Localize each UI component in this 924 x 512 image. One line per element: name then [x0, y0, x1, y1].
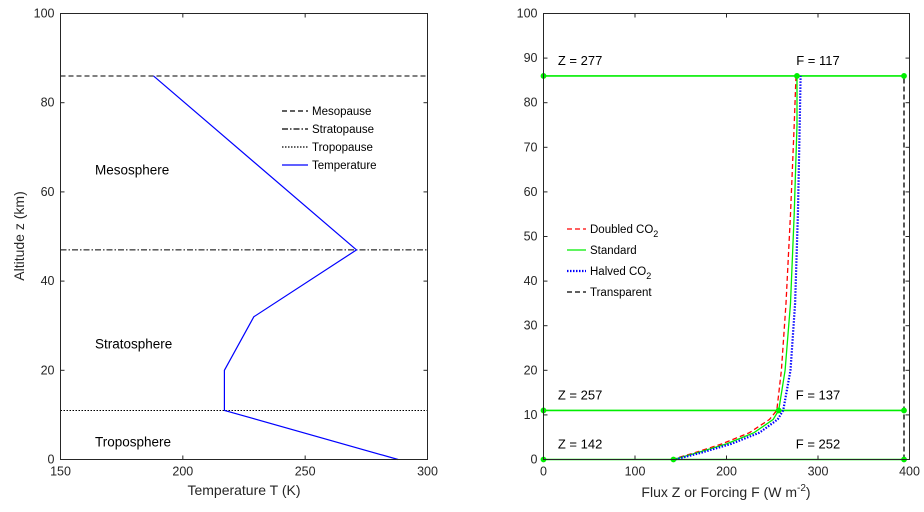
left-x-axis-label: Temperature T (K) — [187, 482, 300, 498]
right-y-tick-label: 50 — [524, 230, 538, 244]
left-y-tick-label: 0 — [48, 453, 55, 467]
region-label-mesosphere: Mesosphere — [95, 163, 169, 178]
right-annotation-label: Z = 277 — [558, 53, 602, 68]
right-annotation-label: F = 252 — [796, 437, 840, 452]
right-marker-point — [901, 73, 907, 79]
right-x-tick-label: 100 — [625, 465, 646, 479]
right-y-tick-label: 20 — [524, 363, 538, 377]
right-x-tick-label: 300 — [808, 465, 829, 479]
right-x-axis-label: Flux Z or Forcing F (W m-2) — [641, 483, 810, 500]
right-annotation-label: Z = 257 — [558, 388, 602, 403]
left-y-axis-label: Altitude z (km) — [11, 191, 27, 280]
right-annotation-label: F = 137 — [796, 388, 840, 403]
region-label-stratosphere: Stratosphere — [95, 337, 172, 352]
right-x-axis-label-exponent: -2 — [797, 483, 806, 494]
left-x-tick-label: 250 — [295, 465, 316, 479]
right-y-tick-label: 70 — [524, 140, 538, 154]
left-legend-label: Temperature — [312, 160, 377, 172]
left-legend: Mesopause Stratopause Tropopause Temperatur… — [282, 106, 377, 172]
right-marker-point — [794, 73, 800, 79]
right-legend-label-main: Standard — [590, 245, 637, 257]
right-legend-label: Halved CO2 — [590, 266, 651, 281]
right-legend-label-subscript: 2 — [653, 229, 658, 239]
right-y-tick-label: 80 — [524, 96, 538, 110]
right-x-axis-label-end: ) — [806, 484, 811, 500]
right-annotation-label: Z = 142 — [558, 437, 602, 452]
right-y-tick-label: 90 — [524, 51, 538, 65]
right-y-tick-label: 40 — [524, 274, 538, 288]
left-legend-label: Tropopause — [312, 142, 373, 154]
right-legend-label-main: Doubled CO — [590, 224, 653, 236]
left-x-tick-label: 200 — [172, 465, 193, 479]
right-y-tick-label: 60 — [524, 185, 538, 199]
right-legend-label-main: Transparent — [590, 287, 652, 299]
left-legend-label: Mesopause — [312, 106, 371, 118]
right-x-tick-label: 200 — [716, 465, 737, 479]
left-y-tick-label: 20 — [41, 363, 55, 377]
right-x-tick-label: 400 — [899, 465, 920, 479]
right-y-tick-label: 0 — [531, 453, 538, 467]
temperature-profile-chart: 150 200 250 300 0 20 40 60 80 100 Mesosphere Strat… — [11, 7, 438, 499]
left-series-temperature — [153, 75, 399, 461]
region-label-troposphere: Troposphere — [95, 435, 171, 450]
right-legend-label: Transparent — [590, 287, 652, 299]
left-y-tick-label: 80 — [41, 96, 55, 110]
left-plot-frame — [60, 13, 428, 460]
flux-forcing-chart: 0 100 200 300 400 0 10 20 30 40 50 60 70 80 90 100 Z = … — [517, 7, 920, 501]
right-y-tick-label: 100 — [517, 7, 538, 21]
right-legend-label: Doubled CO2 — [590, 224, 658, 239]
right-annotation-label: F = 117 — [796, 53, 839, 68]
right-x-tick-label: 0 — [540, 465, 547, 479]
right-series-doubled-co2 — [671, 75, 797, 461]
right-y-tick-label: 30 — [524, 319, 538, 333]
right-series-halved-co2 — [675, 75, 802, 461]
left-x-tick-label: 150 — [50, 465, 71, 479]
right-x-axis-label-main: Flux Z or Forcing F (W m — [641, 484, 797, 500]
right-legend-label-main: Halved CO — [590, 266, 646, 278]
left-y-tick-label: 60 — [41, 185, 55, 199]
left-x-tick-label: 300 — [417, 465, 438, 479]
right-legend-label: Standard — [590, 245, 637, 257]
left-y-tick-label: 40 — [41, 274, 55, 288]
right-marker-point — [775, 407, 782, 414]
right-plot-frame — [543, 13, 910, 460]
right-y-tick-label: 10 — [524, 408, 538, 422]
right-marker-point — [901, 407, 907, 414]
left-legend-label: Stratopause — [312, 124, 374, 136]
left-y-tick-label: 100 — [34, 7, 55, 21]
right-legend-label-subscript: 2 — [646, 271, 651, 281]
